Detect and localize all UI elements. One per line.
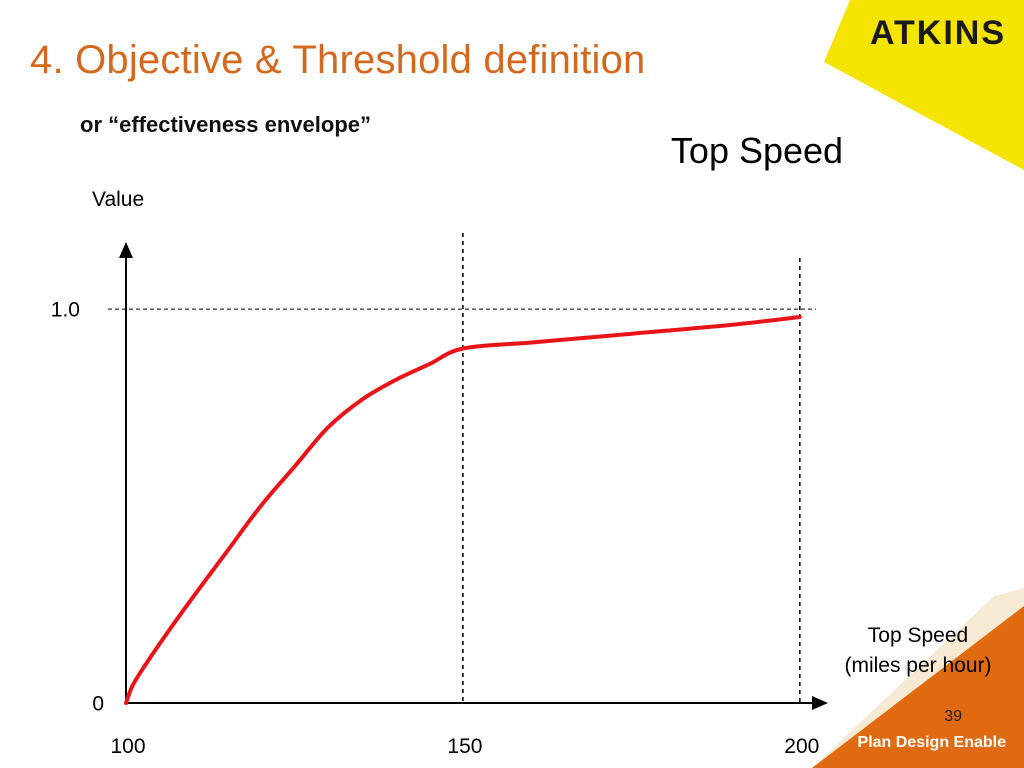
brand-yellow-shape xyxy=(824,0,1024,170)
y-axis-label: Value xyxy=(92,188,144,211)
x-axis-arrow xyxy=(812,696,828,710)
page-number: 39 xyxy=(944,708,962,725)
slide-title: 4. Objective & Threshold definition xyxy=(30,38,646,82)
y-tick-labels: 01.0 xyxy=(51,299,104,716)
x-tick-label-150: 150 xyxy=(447,735,482,758)
value-curve xyxy=(124,315,802,705)
footer-tagline: Plan Design Enable xyxy=(857,734,1006,751)
chart-title: Top Speed xyxy=(671,130,843,171)
y-tick-label-0: 0 xyxy=(92,693,104,716)
footer-orange-shape xyxy=(812,588,1024,768)
x-tick-labels: 100 150 200 xyxy=(110,735,819,758)
slide-subtitle: or “effectiveness envelope” xyxy=(80,112,372,137)
x-tick-label-200: 200 xyxy=(784,735,819,758)
x-tick-label-100: 100 xyxy=(110,735,145,758)
atkins-logo: ATKINS xyxy=(869,14,1006,52)
x-axis-label-line-2: (miles per hour) xyxy=(844,654,991,677)
x-axis-label-line-1: Top Speed xyxy=(868,624,968,647)
reference-lines xyxy=(108,233,816,703)
y-axis-arrow xyxy=(119,242,133,258)
y-tick-label-1.0: 1.0 xyxy=(51,299,80,322)
